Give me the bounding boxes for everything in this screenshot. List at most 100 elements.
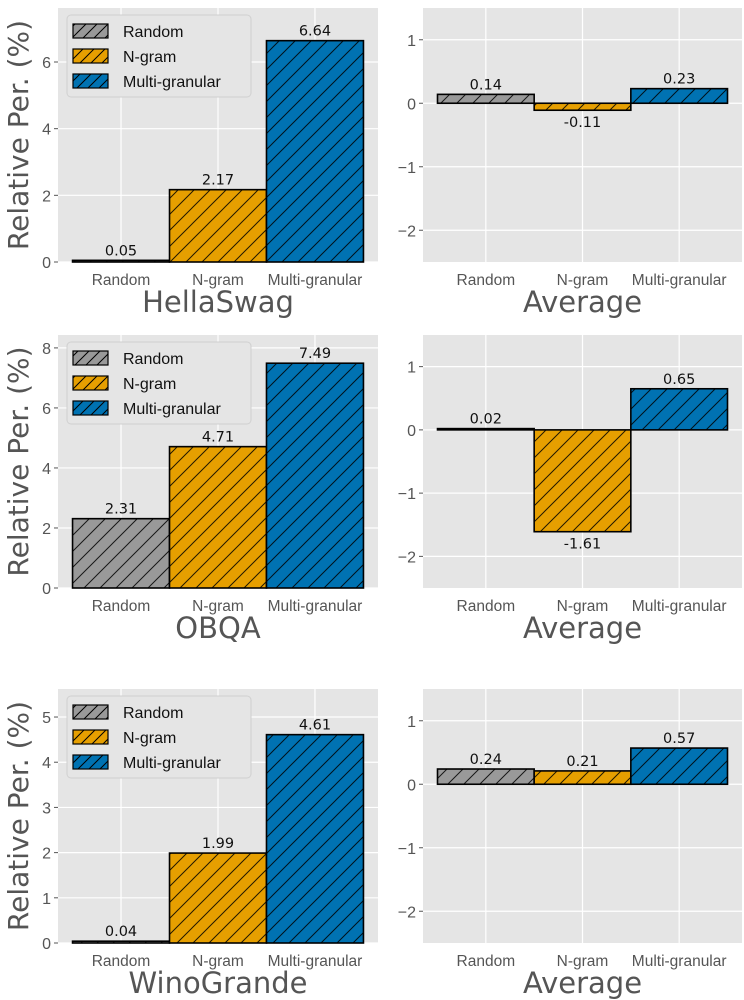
bar-outline: [630, 387, 729, 431]
x-tick-label: N-gram: [557, 598, 609, 615]
y-tick-label: 4: [42, 461, 51, 478]
bar-hatch: [266, 40, 364, 262]
y-tick-label: −1: [398, 841, 416, 858]
legend-label: Random: [123, 351, 183, 368]
y-tick-label: 4: [42, 122, 51, 139]
x-tick-label: Random: [457, 953, 516, 970]
x-tick-label: Random: [457, 272, 516, 289]
bar-hatch: [534, 429, 631, 532]
bar-hatch: [72, 260, 170, 262]
data-label: 0.02: [470, 412, 502, 428]
bar-hatch: [169, 189, 267, 262]
legend: Random N-gram Multi-granular: [66, 695, 252, 779]
data-label: 0.23: [663, 72, 695, 88]
y-tick-label: 2: [42, 846, 51, 863]
bar-outline: [436, 93, 535, 105]
legend-swatch-hatch: [73, 730, 108, 744]
legend-swatch-outline: [72, 375, 109, 391]
legend-box: [66, 341, 252, 425]
subplot-4: 1 0 −1 −2 Random N-gram Multi-granular 0.02 -1.6…: [398, 335, 742, 645]
x-axis-label: Average: [523, 285, 642, 319]
legend-swatch-outline: [72, 23, 109, 39]
x-axis-label: Average: [523, 611, 642, 645]
bar-outline: [533, 102, 632, 112]
data-label: 4.61: [299, 718, 331, 734]
legend-swatch-hatch: [73, 401, 108, 415]
y-tick-label: 0: [407, 423, 416, 440]
x-tick-label: Random: [92, 953, 151, 970]
x-axis-label: WinoGrande: [128, 966, 307, 1000]
bar-outline: [436, 427, 535, 431]
data-label: 0.24: [470, 752, 502, 768]
y-axis-label: Relative Per. (%): [2, 701, 35, 931]
legend-swatch-outline: [72, 704, 109, 720]
bar-hatch: [72, 941, 170, 943]
data-label: 4.71: [202, 430, 234, 446]
legend-label: Multi-granular: [123, 401, 221, 418]
x-tick-label: N-gram: [557, 272, 609, 289]
y-tick-label: 2: [42, 521, 51, 538]
data-label: 0.57: [663, 731, 695, 747]
y-axis-label: Relative Per. (%): [2, 20, 35, 250]
x-tick-label: Random: [92, 598, 151, 615]
y-tick-label: 5: [42, 710, 51, 727]
legend-swatch-hatch: [73, 49, 108, 63]
legend-label: Random: [123, 24, 183, 41]
x-axis-label: OBQA: [175, 611, 261, 645]
y-tick-label: −1: [398, 160, 416, 177]
bar-hatch: [169, 446, 267, 588]
legend-swatch-hatch: [73, 351, 108, 365]
y-tick-label: 0: [42, 581, 51, 598]
y-tick-label: 0: [407, 96, 416, 113]
bar-outline: [265, 39, 365, 263]
bar-hatch: [266, 734, 364, 943]
legend: Random N-gram Multi-granular: [66, 341, 252, 425]
bar-outline: [630, 747, 729, 786]
legend: Random N-gram Multi-granular: [66, 14, 252, 98]
legend-label: Multi-granular: [123, 755, 221, 772]
bar-hatch: [534, 103, 631, 111]
x-tick-label: N-gram: [192, 598, 244, 615]
y-tick-label: 6: [42, 55, 51, 72]
legend-label: N-gram: [123, 730, 176, 747]
legend-label: Random: [123, 705, 183, 722]
y-tick-label: 0: [42, 936, 51, 953]
legend-label: Multi-granular: [123, 74, 221, 91]
y-axis-label: Relative Per. (%): [2, 346, 35, 576]
legend-swatch-outline: [72, 73, 109, 89]
bar-hatch: [630, 748, 728, 785]
bar-hatch: [437, 769, 535, 785]
bar-outline: [265, 733, 365, 944]
subplot-2: 1 0 −1 −2 Random N-gram Multi-granular 0.14 -0.1…: [398, 8, 742, 319]
legend-box: [66, 14, 252, 98]
bar-hatch: [630, 388, 728, 430]
legend-box: [66, 695, 252, 779]
x-tick-label: Multi-granular: [632, 272, 727, 289]
y-tick-label: 8: [42, 341, 51, 358]
subplot-5: 0 1 2 3 4 5 Random N-gram Multi-granular 0.04 1.99…: [2, 689, 378, 1000]
legend-label: N-gram: [123, 49, 176, 66]
bar-hatch: [169, 853, 267, 943]
y-tick-label: 0: [407, 777, 416, 794]
y-tick-label: 1: [407, 360, 416, 377]
x-tick-label: Random: [92, 272, 151, 289]
bar-outline: [533, 429, 632, 533]
legend-swatch-hatch: [73, 755, 108, 769]
bar-hatch: [630, 88, 728, 104]
data-label: -0.11: [564, 115, 602, 131]
subplot-1: 0 2 4 6 Random N-gram Multi-granular 0.05 2.17 6.…: [2, 8, 378, 319]
bar-hatch: [266, 363, 364, 588]
y-tick-label: −1: [398, 486, 416, 503]
data-label: 6.64: [299, 24, 331, 40]
x-tick-label: Multi-granular: [632, 953, 727, 970]
data-label: 7.49: [299, 346, 331, 362]
x-tick-label: Multi-granular: [632, 598, 727, 615]
legend-swatch-outline: [72, 48, 109, 64]
legend-swatch-hatch: [73, 376, 108, 390]
data-label: 0.05: [105, 243, 137, 259]
bar-hatch: [72, 518, 170, 588]
data-label: 0.65: [663, 372, 695, 388]
legend-label: N-gram: [123, 376, 176, 393]
bar-hatch: [437, 94, 535, 104]
